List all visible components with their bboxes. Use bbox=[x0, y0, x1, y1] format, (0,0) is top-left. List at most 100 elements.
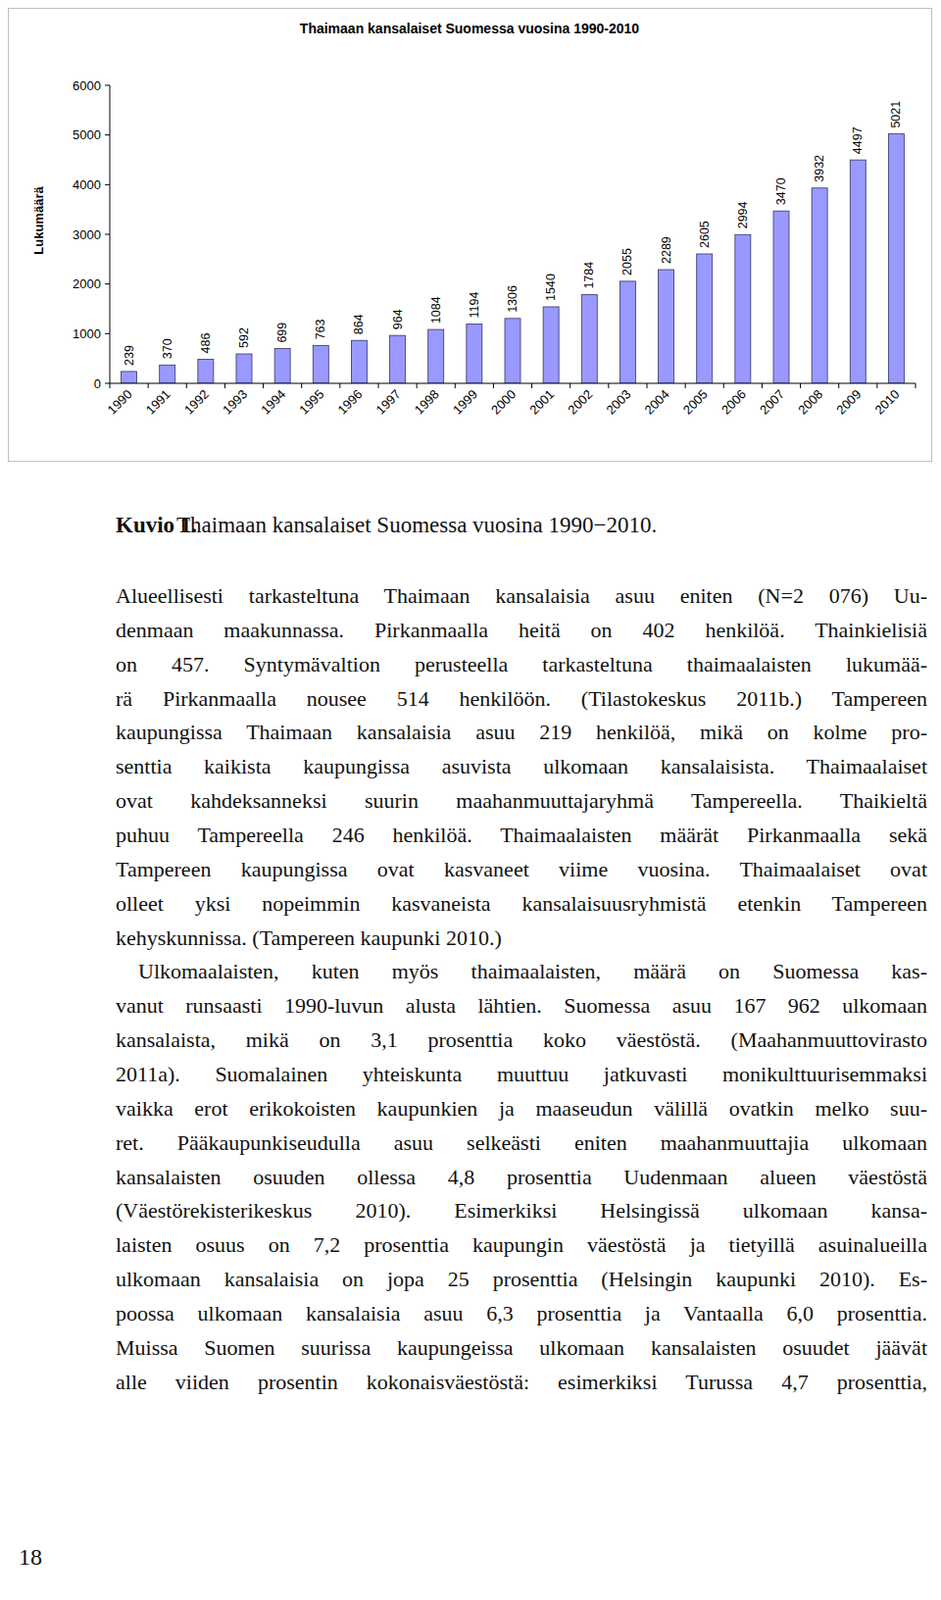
x-tick bbox=[262, 383, 264, 389]
chart-title: Thaimaan kansalaiset Suomessa vuosina 19… bbox=[299, 20, 641, 37]
text-line: ovat kahdeksanneksi suurin maahanmuuttaj… bbox=[115, 784, 928, 818]
data-label: 486 bbox=[198, 332, 213, 353]
y-tick bbox=[104, 383, 110, 385]
x-tick-label: 1998 bbox=[411, 387, 443, 418]
bar bbox=[236, 353, 252, 384]
text-line: puhuu Tampereella 246 henkilöä. Thaimaal… bbox=[115, 818, 928, 852]
bar bbox=[390, 335, 406, 384]
x-tick bbox=[569, 383, 571, 389]
bar bbox=[773, 210, 790, 384]
x-tick-label: 2002 bbox=[564, 387, 595, 418]
text-line: Tampereen kaupungissa ovat kasvaneet vii… bbox=[115, 852, 928, 887]
x-tick bbox=[761, 383, 763, 389]
x-tick-label: 1995 bbox=[296, 387, 327, 418]
data-label: 3932 bbox=[812, 154, 827, 183]
x-tick bbox=[531, 383, 533, 389]
data-label: 2055 bbox=[620, 247, 635, 276]
x-tick-label: 1991 bbox=[143, 387, 174, 418]
y-tick bbox=[104, 184, 110, 186]
bar bbox=[849, 159, 866, 384]
text-line: Muissa Suomen suurissa kaupungeissa ulko… bbox=[115, 1331, 928, 1365]
x-tick bbox=[799, 383, 801, 389]
y-tick-label: 5000 bbox=[72, 127, 101, 143]
text-line: ret. Pääkaupunkiseudulla asuu selkeästi … bbox=[115, 1126, 928, 1160]
bar bbox=[735, 234, 751, 384]
bar bbox=[504, 318, 521, 384]
text-line: kehyskunnissa. (Tampereen kaupunki 2010.… bbox=[115, 921, 928, 955]
text-line: laisten osuus on 7,2 prosenttia kaupungi… bbox=[115, 1228, 928, 1262]
data-label: 1540 bbox=[544, 273, 558, 301]
x-tick bbox=[685, 383, 687, 389]
page-number: 18 bbox=[18, 1541, 43, 1572]
x-tick bbox=[607, 383, 609, 389]
x-tick bbox=[378, 383, 380, 389]
data-label: 1084 bbox=[429, 296, 444, 324]
text-line: poossa ulkomaan kansalaisia asuu 6,3 pro… bbox=[115, 1296, 928, 1331]
text-line: denmaan maakunnassa. Pirkanmaalla heitä … bbox=[115, 613, 928, 647]
bar bbox=[619, 281, 636, 384]
x-tick-label: 2006 bbox=[718, 387, 749, 418]
data-label: 3470 bbox=[774, 177, 789, 205]
x-tick bbox=[186, 383, 188, 389]
bar bbox=[428, 329, 445, 384]
data-label: 1194 bbox=[467, 292, 482, 319]
y-tick-label: 1000 bbox=[72, 326, 101, 342]
x-tick-label: 2005 bbox=[680, 387, 711, 418]
bars bbox=[121, 134, 905, 384]
data-label: 864 bbox=[351, 313, 366, 335]
text-line: kansalaisten osuuden ollessa 4,8 prosent… bbox=[115, 1160, 928, 1194]
y-axis bbox=[109, 85, 111, 384]
x-tick bbox=[493, 383, 495, 389]
text-line: alle viiden prosentin kokonaisväestöstä:… bbox=[115, 1365, 928, 1399]
x-tick bbox=[224, 383, 226, 389]
bar bbox=[312, 345, 329, 384]
bar bbox=[350, 340, 367, 384]
data-label: 763 bbox=[313, 318, 328, 340]
data-label: 699 bbox=[275, 322, 290, 344]
text-line: on 457. Syntymävaltion perusteella tarka… bbox=[115, 647, 928, 682]
x-tick-label: 2000 bbox=[488, 387, 519, 418]
y-tick bbox=[104, 234, 110, 236]
text-line: rä Pirkanmaalla nousee 514 henkilöön. (T… bbox=[115, 682, 928, 716]
bar bbox=[658, 269, 675, 384]
x-tick-label: 2004 bbox=[642, 387, 673, 418]
y-tick-label: 2000 bbox=[72, 276, 101, 292]
text-line: senttia kaikista kaupungissa asuvista ul… bbox=[115, 749, 928, 784]
x-tick bbox=[646, 383, 648, 389]
x-tick bbox=[148, 383, 149, 389]
x-tick bbox=[300, 383, 302, 389]
x-tick-label: 1999 bbox=[449, 387, 481, 418]
x-tick-label: 1990 bbox=[104, 387, 136, 418]
y-tick bbox=[104, 134, 110, 136]
text-line: olleet yksi nopeimmin kasvaneista kansal… bbox=[115, 887, 928, 921]
x-tick-label: 1994 bbox=[257, 387, 289, 418]
text-line: kansalaista, mikä on 3,1 prosenttia koko… bbox=[115, 1023, 928, 1057]
chart: Thaimaan kansalaiset Suomessa vuosina 19… bbox=[0, 0, 941, 471]
data-label: 1784 bbox=[582, 261, 596, 290]
bar bbox=[121, 371, 138, 384]
y-tick-label: 6000 bbox=[72, 78, 101, 94]
x-tick-label: 2001 bbox=[526, 387, 557, 418]
x-tick bbox=[339, 383, 341, 389]
x-tick-label: 1997 bbox=[373, 387, 404, 418]
bar bbox=[543, 306, 559, 384]
x-tick bbox=[454, 383, 456, 389]
x-tick-label: 2009 bbox=[833, 387, 864, 418]
data-label: 592 bbox=[237, 327, 251, 348]
text-line: vaikka erot erikokoisten kaupunkien ja m… bbox=[115, 1091, 928, 1126]
x-axis bbox=[109, 383, 916, 385]
x-tick bbox=[723, 383, 725, 389]
x-tick bbox=[109, 383, 111, 389]
x-tick bbox=[838, 383, 840, 389]
data-label: 4497 bbox=[850, 126, 865, 154]
data-label: 5021 bbox=[889, 100, 903, 129]
bar bbox=[811, 188, 828, 384]
x-tick bbox=[416, 383, 418, 389]
x-tick-label: 2003 bbox=[602, 387, 634, 418]
bar bbox=[581, 295, 597, 384]
bar bbox=[159, 364, 176, 384]
x-tick bbox=[915, 383, 917, 389]
data-label: 2994 bbox=[736, 200, 750, 229]
chart-frame bbox=[8, 8, 933, 462]
data-label: 2289 bbox=[659, 236, 674, 264]
